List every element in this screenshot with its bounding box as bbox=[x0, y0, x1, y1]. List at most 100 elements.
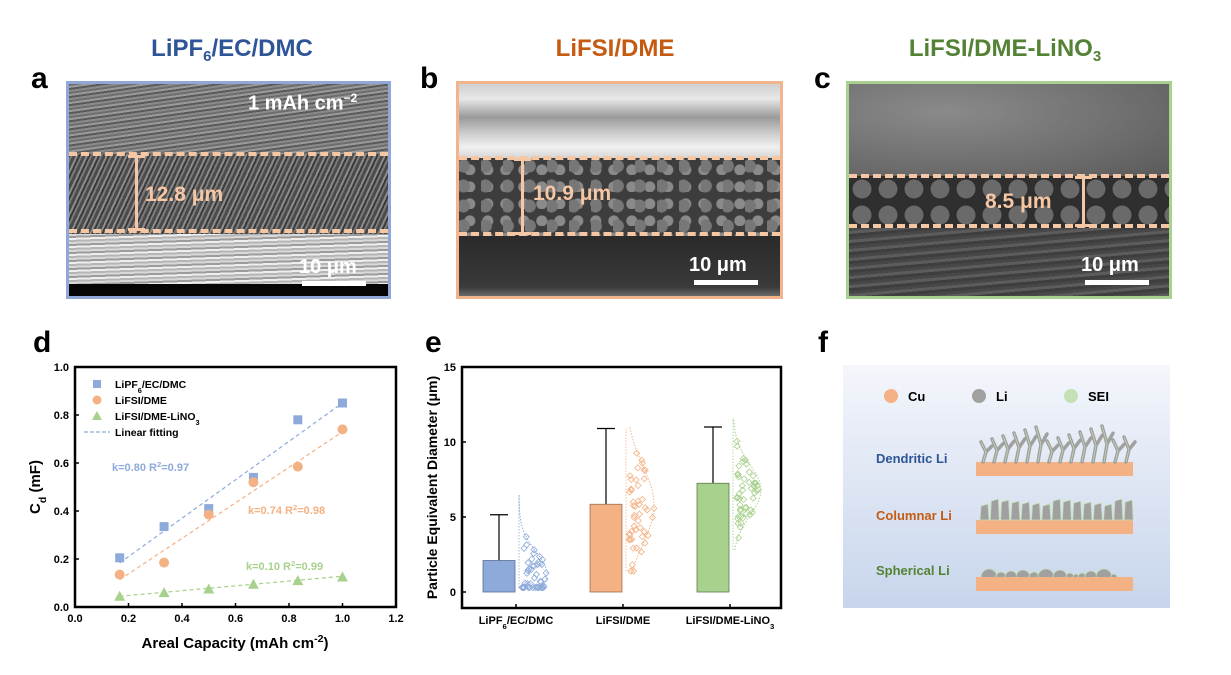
data-point bbox=[734, 470, 742, 478]
sem-deposit-top bbox=[69, 84, 388, 154]
li-column bbox=[1123, 499, 1134, 521]
cu-substrate bbox=[976, 462, 1133, 476]
sei-outline bbox=[1035, 426, 1042, 463]
data-point bbox=[523, 569, 531, 577]
x-tick-label: LiFSI/DME bbox=[596, 615, 650, 627]
x-tick-label: 1.0 bbox=[335, 613, 350, 625]
legend-label: Linear fitting bbox=[115, 427, 179, 439]
data-point bbox=[740, 495, 748, 504]
sei-outline bbox=[1123, 436, 1130, 463]
morphology-label: Columnar Li bbox=[876, 508, 952, 523]
capacity-note-text: 1 mAh cm bbox=[248, 92, 344, 115]
data-point bbox=[634, 517, 642, 525]
sem-deposit-layer bbox=[69, 154, 388, 234]
data-point bbox=[537, 583, 546, 592]
data-point bbox=[742, 510, 750, 518]
data-point bbox=[627, 567, 635, 575]
y-tick-label: 0.4 bbox=[54, 506, 70, 518]
data-point bbox=[734, 471, 742, 479]
legend-label: LiFSI/DME bbox=[115, 395, 167, 407]
thickness-label: 12.8 μm bbox=[145, 183, 224, 206]
data-point bbox=[526, 583, 534, 592]
thickness-bracket bbox=[514, 158, 531, 235]
capacity-note: 1 mAh cm−2 bbox=[248, 91, 357, 116]
data-point bbox=[628, 561, 636, 569]
morphology-schematic bbox=[843, 365, 1170, 608]
scale-bar bbox=[1085, 280, 1149, 285]
data-point bbox=[751, 479, 759, 487]
data-point bbox=[644, 531, 652, 540]
data-point bbox=[641, 539, 649, 547]
bar bbox=[696, 482, 730, 593]
panel-letter-b: b bbox=[420, 62, 439, 95]
chart-d: 0.0 0.2 0.4 0.6 0.8 1.0 1.2 0.0 0.2 0.4 0.6 0.8 1.0 A… bbox=[27, 362, 404, 652]
data-point bbox=[635, 510, 644, 518]
data-point bbox=[528, 555, 536, 563]
thickness-bottom-line bbox=[69, 229, 388, 233]
sei-outline bbox=[1090, 428, 1097, 463]
data-point bbox=[529, 562, 537, 570]
data-point bbox=[337, 424, 348, 435]
y-tick-label: 5 bbox=[450, 512, 456, 524]
data-point bbox=[539, 583, 548, 592]
chart-e: 0 5 10 15 Particle Equivalent Diameter (μm) L… bbox=[424, 362, 783, 631]
panel-a-title-main: LiPF bbox=[151, 35, 204, 62]
data-point bbox=[536, 577, 544, 585]
plot-frame bbox=[460, 365, 783, 610]
sem-substrate bbox=[459, 236, 780, 296]
legend-swatch-sei bbox=[1064, 389, 1078, 403]
x-tick-label: 0.2 bbox=[121, 613, 136, 625]
bar bbox=[589, 503, 623, 593]
scale-bar bbox=[302, 281, 366, 286]
data-point bbox=[527, 565, 535, 574]
li-column bbox=[1113, 498, 1124, 521]
data-point bbox=[518, 583, 526, 592]
morphology-label: Spherical Li bbox=[876, 563, 950, 578]
data-point bbox=[638, 456, 646, 464]
sem-top-blur bbox=[459, 84, 780, 158]
panel-c-title-main: LiFSI/DME-LiNO bbox=[908, 35, 1093, 62]
data-point bbox=[641, 504, 649, 512]
scale-bar bbox=[694, 280, 758, 285]
thickness-top-line bbox=[69, 152, 388, 156]
data-point bbox=[631, 502, 639, 510]
thickness-top-line bbox=[849, 174, 1169, 178]
data-point bbox=[634, 464, 642, 472]
data-point bbox=[733, 442, 741, 450]
data-point bbox=[746, 511, 754, 519]
data-point bbox=[735, 473, 743, 481]
sei-outline bbox=[1002, 435, 1009, 463]
data-point bbox=[630, 567, 638, 575]
data-point bbox=[751, 489, 759, 497]
panel-a-title-sub: 6 bbox=[203, 48, 212, 65]
data-point bbox=[520, 583, 528, 592]
legend-marker bbox=[93, 380, 101, 388]
scale-bar-label: 10 μm bbox=[689, 254, 747, 276]
data-point bbox=[736, 501, 744, 509]
data-point bbox=[650, 504, 658, 512]
data-point bbox=[203, 583, 215, 594]
thickness-top-line bbox=[459, 156, 780, 160]
data-point bbox=[637, 548, 645, 556]
data-point bbox=[735, 534, 743, 542]
data-point bbox=[524, 567, 532, 575]
x-tick-label: LiFSI/DME-LiNO3 bbox=[686, 615, 775, 631]
y-tick-label: 10 bbox=[444, 437, 456, 449]
sem-substrate bbox=[69, 234, 388, 284]
panel-letter-a: a bbox=[31, 62, 48, 95]
legend-label: Cu bbox=[908, 389, 925, 404]
fit-line bbox=[119, 431, 343, 581]
data-point bbox=[737, 519, 745, 527]
data-point bbox=[337, 571, 348, 582]
data-point bbox=[734, 515, 742, 523]
sei-outline bbox=[1057, 437, 1064, 463]
data-point bbox=[735, 462, 743, 470]
data-point bbox=[530, 546, 538, 554]
x-tick-label: 0.8 bbox=[281, 613, 296, 625]
data-point bbox=[638, 533, 646, 541]
thickness-bottom-line bbox=[849, 224, 1169, 228]
data-point bbox=[648, 513, 657, 522]
fit-annotation: k=0.80 R2=0.97 bbox=[112, 460, 189, 475]
data-point bbox=[747, 484, 755, 492]
sem-image-a: 12.8 μm 1 mAh cm−2 10 μm bbox=[66, 81, 391, 299]
